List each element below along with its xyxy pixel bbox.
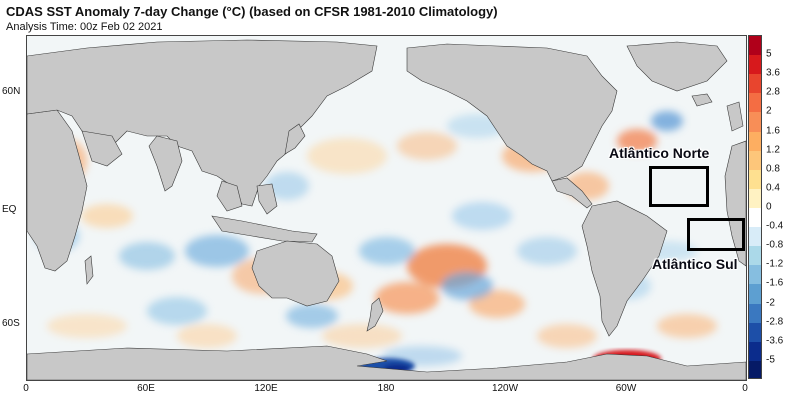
map-title: CDAS SST Anomaly 7-day Change (°C) (base…: [6, 4, 498, 19]
colorbar-tick-label: 0.8: [766, 163, 780, 175]
colorbar-segment: [749, 55, 761, 75]
central-america: [551, 177, 593, 209]
lon-label-60w: 60W: [615, 383, 637, 394]
lat-label-60n: 60N: [2, 86, 21, 97]
colorbar-segment: [749, 265, 761, 285]
colorbar-tick-label: 1.2: [766, 144, 780, 156]
british-isles: [726, 101, 744, 132]
colorbar-segment: [749, 322, 761, 342]
colorbar-tick-label: -0.8: [766, 239, 784, 251]
colorbar-tick-label: 3.6: [766, 67, 780, 79]
colorbar-segment: [749, 341, 761, 361]
region-label-atlantico-norte: Atlântico Norte: [609, 145, 710, 161]
region-label-atlantico-sul: Atlântico Sul: [652, 256, 738, 272]
lon-label-120w: 120W: [491, 383, 519, 394]
new-zealand: [366, 297, 384, 332]
sst-anomaly-map: [27, 36, 746, 380]
colorbar-segment: [749, 93, 761, 113]
indonesia: [211, 215, 318, 243]
lon-label-180: 180: [377, 383, 395, 394]
colorbar-segment: [749, 74, 761, 94]
colorbar-tick-label: -5: [766, 354, 775, 366]
lon-label-0-east: 0: [742, 383, 748, 394]
antarctica: [27, 345, 746, 380]
iceland: [691, 93, 713, 107]
colorbar-tick-label: -3.6: [766, 335, 784, 347]
colorbar-tick-label: 2: [766, 105, 772, 117]
colorbar-tick-label: -2: [766, 297, 775, 309]
colorbar-segment: [749, 131, 761, 151]
colorbar-segment: [749, 112, 761, 132]
lon-label-0-west: 0: [23, 383, 29, 394]
lon-label-60e: 60E: [137, 383, 155, 394]
colorbar-tick-label: -1.6: [766, 277, 784, 289]
region-box-atlantico-norte: [649, 166, 709, 207]
colorbar-segment: [749, 169, 761, 189]
land-masses: [27, 39, 746, 380]
australia: [251, 240, 340, 307]
madagascar: [84, 255, 94, 285]
lat-label-60s: 60S: [2, 318, 20, 329]
colorbar-tick-label: 5: [766, 48, 772, 60]
colorbar-tick-label: 0.4: [766, 182, 780, 194]
analysis-time: Analysis Time: 00z Feb 02 2021: [6, 21, 163, 33]
colorbar-segment: [749, 360, 761, 378]
lat-label-eq: EQ: [2, 204, 17, 215]
india: [148, 135, 183, 192]
colorbar-segment: [749, 227, 761, 247]
colorbar-segment: [749, 36, 761, 56]
north-america: [406, 43, 618, 182]
colorbar-segment: [749, 246, 761, 266]
colorbar-segment: [749, 207, 761, 228]
map-frame: [26, 35, 747, 381]
region-box-atlantico-sul: [687, 218, 745, 251]
colorbar-segment: [749, 150, 761, 170]
south-america: [581, 200, 668, 337]
colorbar-tick-label: 1.6: [766, 125, 780, 137]
colorbar-tick-label: -0.4: [766, 220, 784, 232]
indochina: [216, 180, 243, 212]
lon-label-120e: 120E: [254, 383, 278, 394]
japan: [284, 123, 306, 155]
africa-west: [27, 109, 88, 272]
philippines: [256, 183, 278, 215]
greenland: [626, 41, 728, 92]
colorbar-tick-label: -2.8: [766, 316, 784, 328]
arabia: [81, 130, 123, 167]
colorbar-segment: [749, 284, 761, 304]
colorbar-segment: [749, 303, 761, 323]
colorbar: [748, 35, 762, 379]
colorbar-tick-label: 2.8: [766, 86, 780, 98]
colorbar-tick-label: 0: [766, 201, 772, 213]
colorbar-segment: [749, 188, 761, 208]
colorbar-tick-label: -1.2: [766, 258, 784, 270]
